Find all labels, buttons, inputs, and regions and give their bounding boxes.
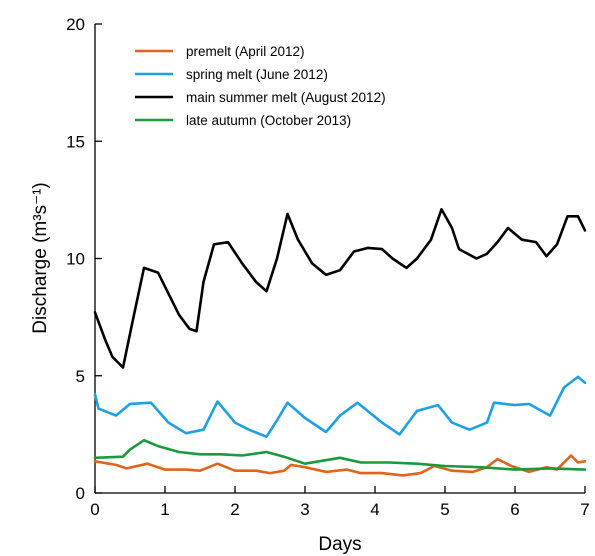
y-tick-label: 5 <box>76 367 85 386</box>
y-tick-label: 20 <box>66 15 85 34</box>
series-line-0 <box>93 454 587 477</box>
x-tick-label: 1 <box>160 500 169 519</box>
x-tick-label: 3 <box>300 500 309 519</box>
series-line-2 <box>93 208 587 369</box>
x-tick-label: 0 <box>90 500 99 519</box>
y-axis-title: Discharge (m³s⁻¹) <box>30 182 51 333</box>
series-line-1 <box>93 375 587 438</box>
legend-label-1: spring melt (June 2012) <box>186 67 328 82</box>
legend-label-0: premelt (April 2012) <box>186 44 305 59</box>
series-group <box>93 208 587 477</box>
legend-label-3: late autumn (October 2013) <box>186 113 351 128</box>
y-tick-label: 0 <box>76 484 85 503</box>
x-tick-label: 2 <box>230 500 239 519</box>
legend-label-2: main summer melt (August 2012) <box>186 90 386 105</box>
x-axis-title: Days <box>318 534 361 555</box>
y-tick-label: 15 <box>66 132 85 151</box>
x-tick-label: 5 <box>440 500 449 519</box>
legend: premelt (April 2012) spring melt (June 20… <box>135 44 386 128</box>
x-tick-label: 4 <box>370 500 379 519</box>
x-tick-label: 6 <box>510 500 519 519</box>
y-tick-label: 10 <box>66 250 85 269</box>
ticks: 0 1 2 3 4 5 6 7 0 5 10 15 20 <box>66 15 590 519</box>
series-line-3 <box>93 438 587 471</box>
x-tick-label: 7 <box>580 500 589 519</box>
